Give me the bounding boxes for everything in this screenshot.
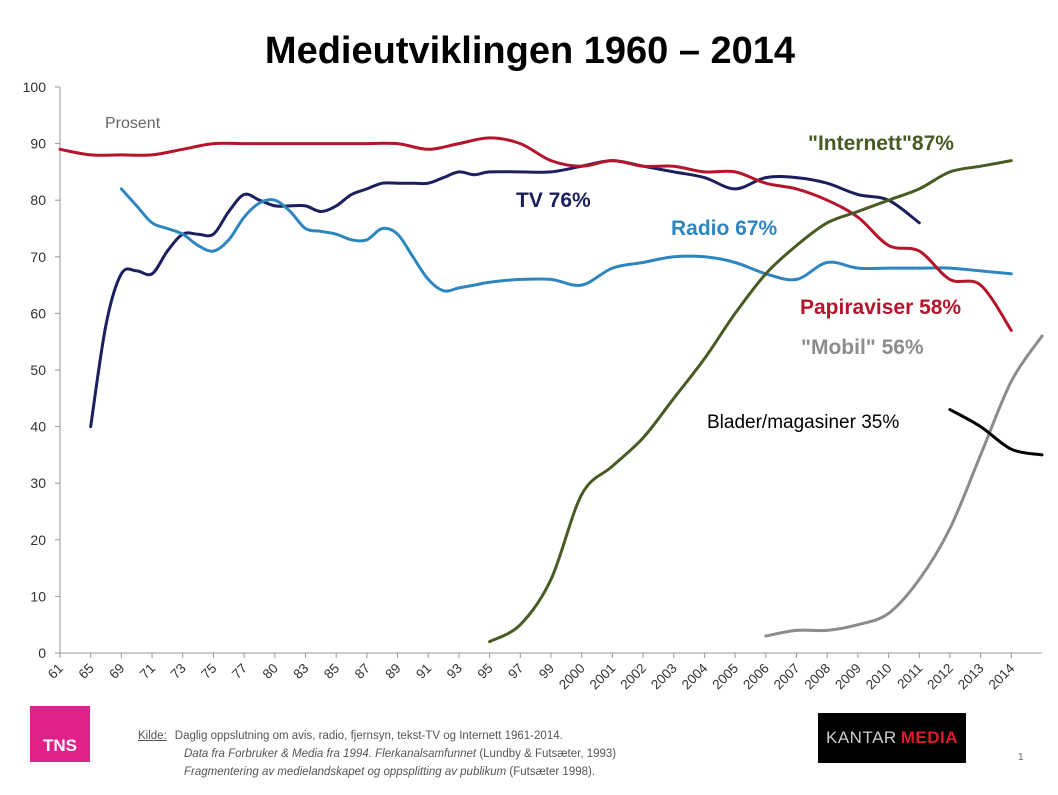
x-tick-label: 2004	[679, 660, 711, 692]
source-line-2-ref: (Lundby & Futsæter, 1993)	[476, 748, 617, 760]
x-tick-label: 2014	[986, 660, 1018, 692]
media-logo-text: MEDIA	[900, 728, 958, 747]
label-blader: Blader/magasiner 35%	[707, 412, 899, 433]
y-tick-label: 0	[38, 645, 46, 661]
series-line-2	[58, 136, 1013, 332]
y-axis-unit-label: Prosent	[105, 115, 161, 132]
x-tick-label: 2010	[863, 661, 895, 693]
label-mobil: "Mobil" 56%	[801, 336, 924, 359]
x-tick-label: 91	[413, 661, 434, 682]
y-tick-label: 40	[30, 419, 46, 435]
x-tick-label: 75	[198, 661, 219, 682]
x-tick-label: 97	[505, 661, 526, 682]
x-tick-label: 80	[260, 661, 281, 682]
x-tick-label: 77	[229, 661, 250, 682]
line-chart: Medieutviklingen 1960 – 2014 0 10 20 30 40 50…	[23, 30, 1044, 693]
source-line-3-ref: (Futsæter 1998).	[506, 766, 596, 778]
y-tick-label: 80	[30, 192, 46, 208]
y-tick-label: 30	[30, 475, 46, 491]
x-tick-label: 99	[536, 661, 557, 682]
x-tick-label: 65	[76, 661, 97, 682]
y-tick-label: 60	[30, 305, 46, 321]
x-tick-label: 2006	[740, 661, 772, 693]
x-tick-label: 71	[137, 661, 158, 682]
x-tick-label: 95	[475, 661, 496, 682]
source-line-2-title: Data fra Forbruker & Media fra 1994. Fle…	[184, 748, 477, 760]
series-line-4	[764, 334, 1044, 638]
x-tick-label: 87	[352, 661, 373, 682]
kantar-media-logo: KANTAR MEDIA	[818, 713, 966, 763]
y-tick-label: 20	[30, 532, 46, 548]
x-tick-label: 93	[444, 661, 465, 682]
source-line-1: Daglig oppslutning om avis, radio, fjern…	[174, 730, 563, 742]
y-tick-label: 90	[30, 136, 46, 152]
x-tick-label: 2003	[648, 661, 680, 693]
series-line-3	[488, 159, 1013, 644]
y-tick-label: 10	[30, 588, 46, 604]
y-tick-label: 70	[30, 249, 46, 265]
label-tv: TV 76%	[516, 189, 591, 212]
x-tick-label: 2001	[587, 661, 619, 693]
x-tick-label: 83	[290, 661, 311, 682]
x-tick-label: 2002	[617, 661, 649, 693]
chart-title: Medieutviklingen 1960 – 2014	[265, 30, 795, 72]
page-number: 1	[1018, 752, 1024, 763]
x-tick-label: 69	[106, 661, 127, 682]
x-tick-label: 2005	[709, 661, 741, 693]
x-tick-label: 2008	[801, 661, 833, 693]
source-label: Kilde:	[138, 730, 167, 742]
x-tick-label: 2009	[832, 661, 864, 693]
y-tick-label: 50	[30, 362, 46, 378]
series-line-5	[948, 408, 1044, 457]
x-tick-label: 2007	[771, 661, 803, 693]
x-tick-label: 2012	[924, 661, 956, 693]
tns-logo-text: TNS	[43, 736, 77, 755]
x-tick-label: 89	[382, 661, 403, 682]
x-tick-label: 85	[321, 661, 342, 682]
source-line-3-title: Fragmentering av medielandskapet og opps…	[184, 766, 507, 778]
x-tick-label: 73	[168, 661, 189, 682]
x-tick-label: 61	[45, 661, 66, 682]
x-tick-label: 2011	[894, 661, 925, 692]
tns-logo: TNS	[30, 706, 90, 762]
label-radio: Radio 67%	[671, 217, 778, 240]
series-line-0	[89, 159, 921, 429]
x-tick-label: 2000	[556, 661, 588, 693]
label-internett: "Internett"87%	[808, 132, 954, 155]
kantar-logo-text: KANTAR	[826, 728, 897, 747]
series-layer	[58, 136, 1044, 644]
source-note: Kilde: Daglig oppslutning om avis, radio,…	[138, 727, 616, 781]
x-tick-label: 2013	[955, 661, 987, 693]
series-line-1	[119, 187, 1013, 293]
y-tick-label: 100	[23, 79, 47, 95]
label-papiraviser: Papiraviser 58%	[800, 296, 961, 319]
